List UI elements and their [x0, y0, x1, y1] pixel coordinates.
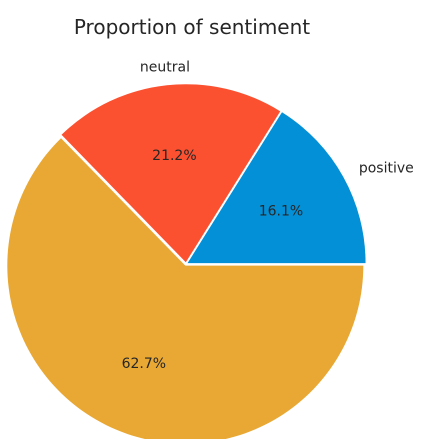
- pie-slice-neutral: [61, 84, 281, 263]
- pie-value-label-neutral: 21.2%: [152, 148, 196, 164]
- pie-value-label-positive: 16.1%: [259, 203, 303, 219]
- pie-category-label-positive: positive: [359, 160, 414, 176]
- pie-value-label-negative: 62.7%: [122, 356, 166, 372]
- pie-slice-negative: [7, 138, 364, 439]
- pie-slice-positive: [187, 112, 366, 264]
- pie-slices: [7, 84, 366, 439]
- pie-category-label-neutral: neutral: [140, 60, 190, 76]
- chart-title: Proportion of sentiment: [74, 15, 310, 39]
